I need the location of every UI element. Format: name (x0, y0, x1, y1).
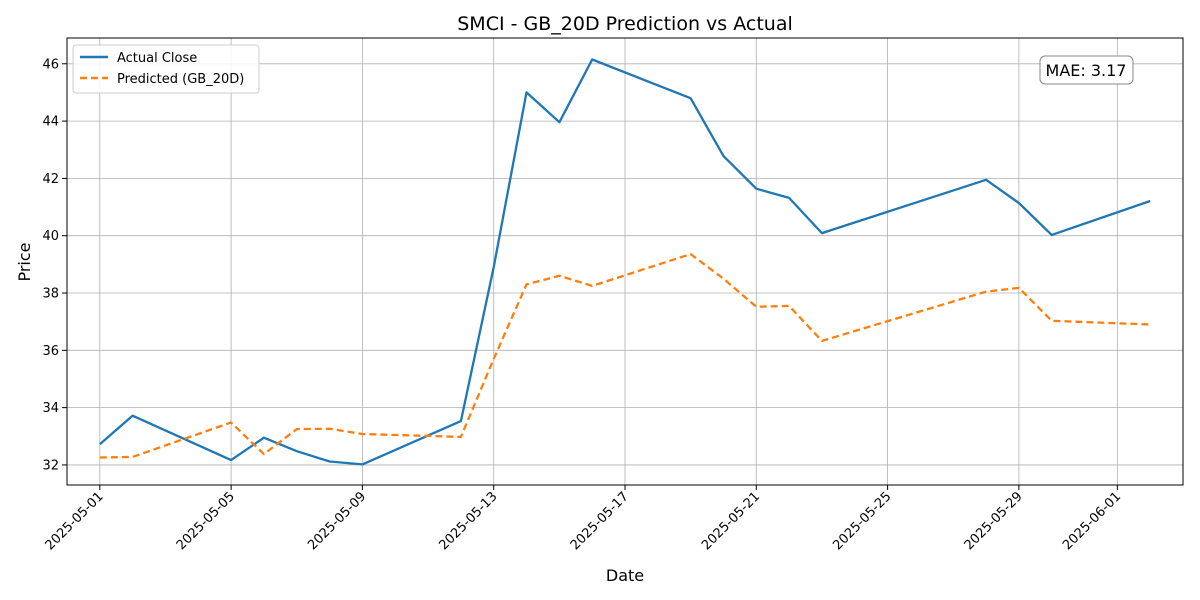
y-tick-label: 32 (42, 458, 59, 473)
y-tick-label: 42 (42, 172, 59, 187)
x-axis-ticks: 2025-05-01 2025-05-05 2025-05-09 2025-05-13… (43, 485, 1124, 553)
x-tick-label: 2025-05-21 (699, 489, 763, 553)
x-tick-label: 2025-05-01 (43, 489, 107, 553)
x-tick-label: 2025-05-25 (830, 489, 894, 553)
y-tick-label: 44 (42, 115, 59, 130)
y-tick-label: 38 (42, 287, 59, 302)
x-tick-label: 2025-05-09 (305, 489, 369, 553)
y-tick-label: 40 (42, 229, 59, 244)
series-lines (99, 58, 1151, 466)
legend-label-predicted: Predicted (GB_20D) (117, 72, 244, 87)
legend-label-actual: Actual Close (117, 51, 197, 66)
legend-box (72, 44, 260, 94)
series-line-predicted (99, 252, 1151, 459)
chart-title: SMCI - GB_20D Prediction vs Actual (457, 13, 793, 35)
x-tick-label: 2025-06-01 (1060, 489, 1124, 553)
x-axis-label: Date (606, 566, 644, 585)
mae-annotation: MAE: 3.17 (1039, 55, 1134, 85)
mae-box (1039, 55, 1134, 85)
plot-frame (66, 37, 1184, 486)
y-tick-label: 36 (42, 344, 59, 359)
y-tick-label: 34 (42, 401, 59, 416)
series-line-actual-close (99, 58, 1151, 466)
x-tick-label: 2025-05-17 (568, 489, 632, 553)
x-tick-label: 2025-05-29 (962, 489, 1026, 553)
grid (67, 38, 1183, 485)
y-axis-label: Price (15, 242, 34, 281)
y-tick-label: 46 (42, 57, 59, 72)
y-axis-ticks: 32 34 36 38 40 42 44 46 (42, 57, 67, 473)
legend: Actual Close Predicted (GB_20D) (72, 44, 260, 94)
mae-label: MAE: 3.17 (1046, 61, 1127, 80)
x-tick-label: 2025-05-05 (174, 489, 238, 553)
x-tick-label: 2025-05-13 (436, 489, 500, 553)
